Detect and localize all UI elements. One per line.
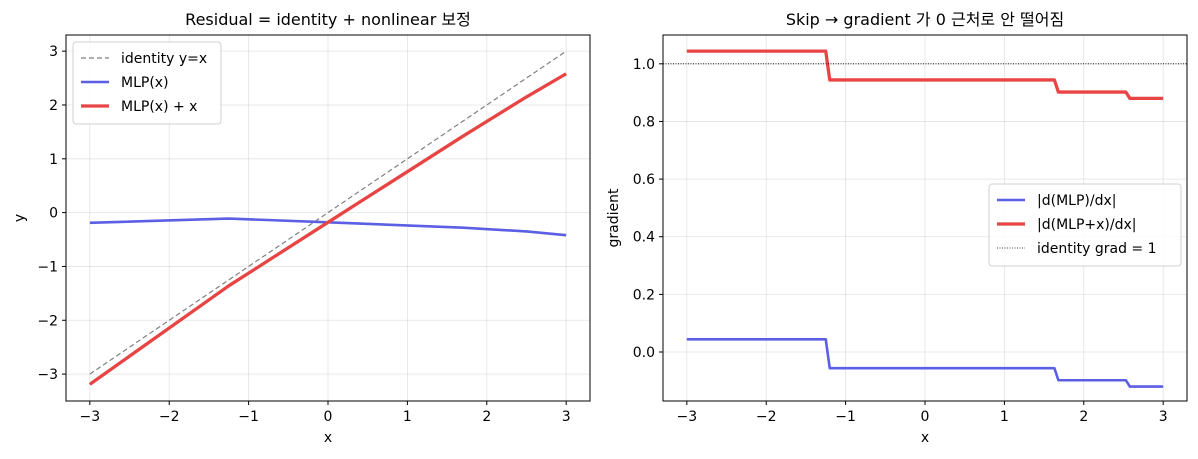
x-tick-label: 0: [921, 409, 930, 425]
series-line-mlp-x: [89, 217, 567, 237]
y-tick-label: −3: [37, 367, 58, 383]
x-tick-label: 3: [1159, 409, 1168, 425]
legend-label: MLP(x): [121, 75, 169, 91]
x-tick-label: −3: [79, 409, 100, 425]
x-tick-label: −2: [159, 409, 180, 425]
y-tick-label: 1: [49, 152, 58, 168]
x-axis-label: x: [921, 430, 929, 446]
legend: identity y=x MLP(x) MLP(x) + x: [72, 41, 222, 125]
series-line-d-mlp-x-dx: [686, 49, 1164, 101]
series-group: [663, 49, 1187, 388]
x-tick-label: 2: [482, 409, 491, 425]
y-tick-label: 0.8: [633, 114, 655, 130]
x-tick-label: 0: [324, 409, 333, 425]
x-tick-label: −3: [676, 409, 697, 425]
legend-label: |d(MLP)/dx|: [1037, 193, 1116, 209]
y-axis-label: gradient: [606, 188, 622, 247]
y-tick-label: 0.2: [633, 287, 655, 303]
x-tick-label: −2: [756, 409, 777, 425]
x-tick-label: 2: [1079, 409, 1088, 425]
series-line-mlp-x-x: [88, 72, 568, 386]
y-tick-label: 0.6: [633, 172, 655, 188]
legend-label: |d(MLP+x)/dx|: [1037, 217, 1136, 233]
y-tick-label: 0: [49, 206, 58, 222]
y-tick-label: −2: [37, 313, 58, 329]
legend-label: identity y=x: [121, 51, 207, 67]
right-chart-panel: −3 −2 −1 0 1 2 3 0.0 0.2 0.4 0.6 0.8 1.0 Skip → gradi…: [606, 10, 1188, 446]
chart-title: Residual = identity + nonlinear 보정: [185, 10, 471, 29]
x-tick-label: 1: [1000, 409, 1009, 425]
y-tick-label: 2: [49, 98, 58, 114]
y-tick-label: −1: [37, 259, 58, 275]
series-line-d-mlp-dx: [686, 338, 1164, 388]
x-axis-label: x: [324, 430, 332, 446]
legend-label: identity grad = 1: [1037, 241, 1157, 257]
series-group: [88, 50, 568, 386]
chart-title: Skip → gradient 가 0 근처로 안 떨어짐: [786, 10, 1064, 29]
y-tick-label: 3: [49, 44, 58, 60]
legend-label: MLP(x) + x: [121, 99, 197, 115]
y-tick-label: 1.0: [633, 57, 655, 73]
legend: |d(MLP)/dx| |d(MLP+x)/dx| identity grad = …: [988, 183, 1182, 267]
y-axis-label: y: [12, 214, 28, 222]
x-tick-label: 3: [562, 409, 571, 425]
left-chart-panel: −3 −2 −1 0 1 2 3 −3 −2 −1 0 1 2 3 Residual = identity …: [12, 10, 591, 446]
x-tick-label: −1: [835, 409, 856, 425]
legend-box: [988, 183, 1182, 267]
y-tick-label: 0.0: [633, 345, 655, 361]
legend-box: [72, 41, 222, 125]
y-tick-label: 0.4: [633, 230, 655, 246]
x-tick-label: −1: [238, 409, 259, 425]
x-tick-label: 1: [403, 409, 412, 425]
grid-lines: [66, 35, 590, 401]
